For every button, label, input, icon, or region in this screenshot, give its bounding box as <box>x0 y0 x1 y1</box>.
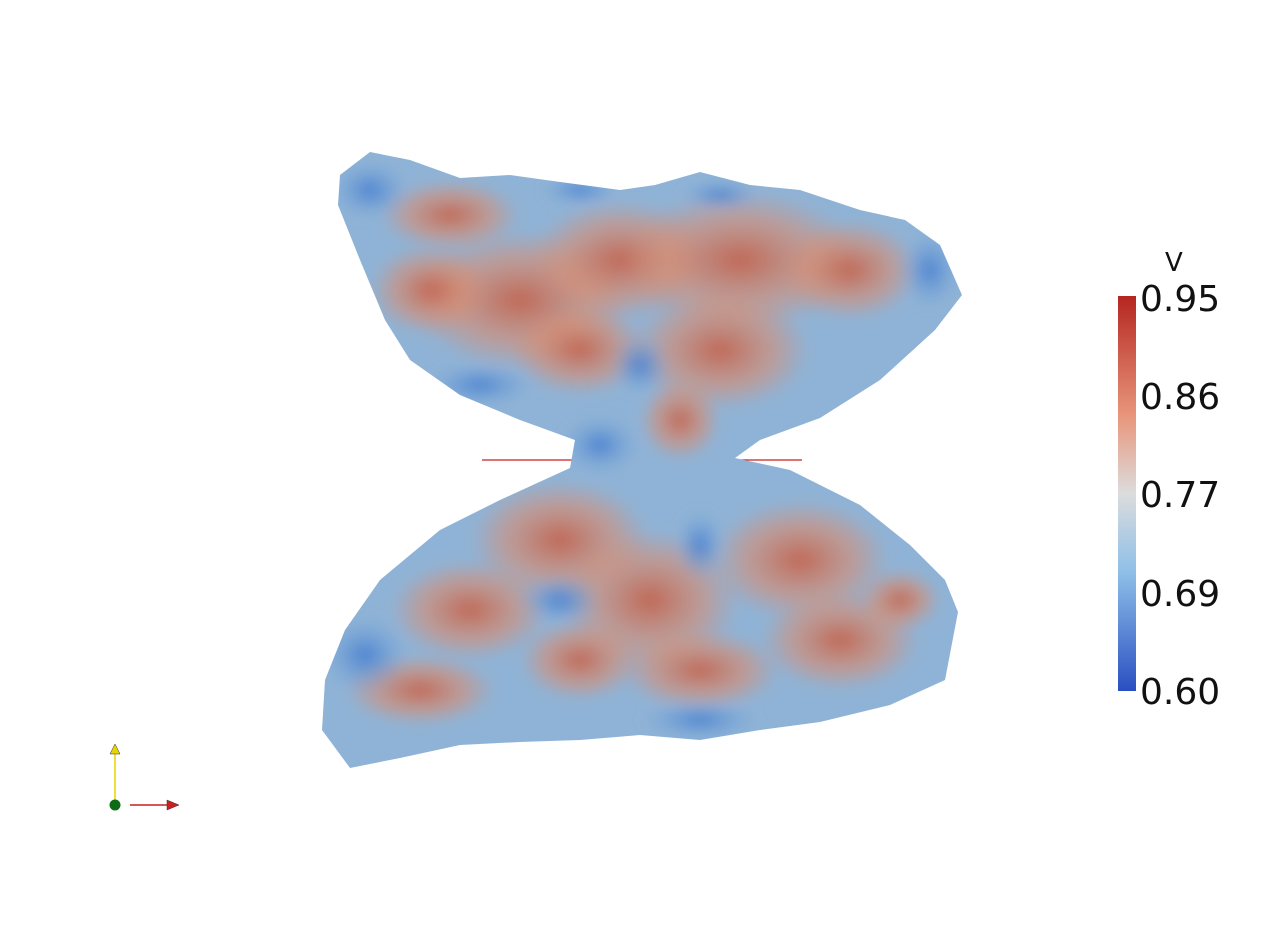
y-axis-arrow-icon <box>109 743 121 755</box>
colorbar-title: V <box>1165 248 1183 278</box>
butterfly-surface <box>322 152 962 768</box>
z-axis-origin-icon <box>109 799 121 811</box>
colorbar-label-mid: 0.77 <box>1140 475 1221 516</box>
colorbar-label-max: 0.95 <box>1140 279 1221 320</box>
colorbar-label-min: 0.60 <box>1140 672 1221 713</box>
colorbar-label-2: 0.86 <box>1140 377 1221 418</box>
orientation-axes <box>95 735 195 825</box>
colorbar-label-4: 0.69 <box>1140 574 1221 615</box>
x-axis-arrow-icon <box>166 799 180 811</box>
colorbar <box>1118 296 1136 691</box>
